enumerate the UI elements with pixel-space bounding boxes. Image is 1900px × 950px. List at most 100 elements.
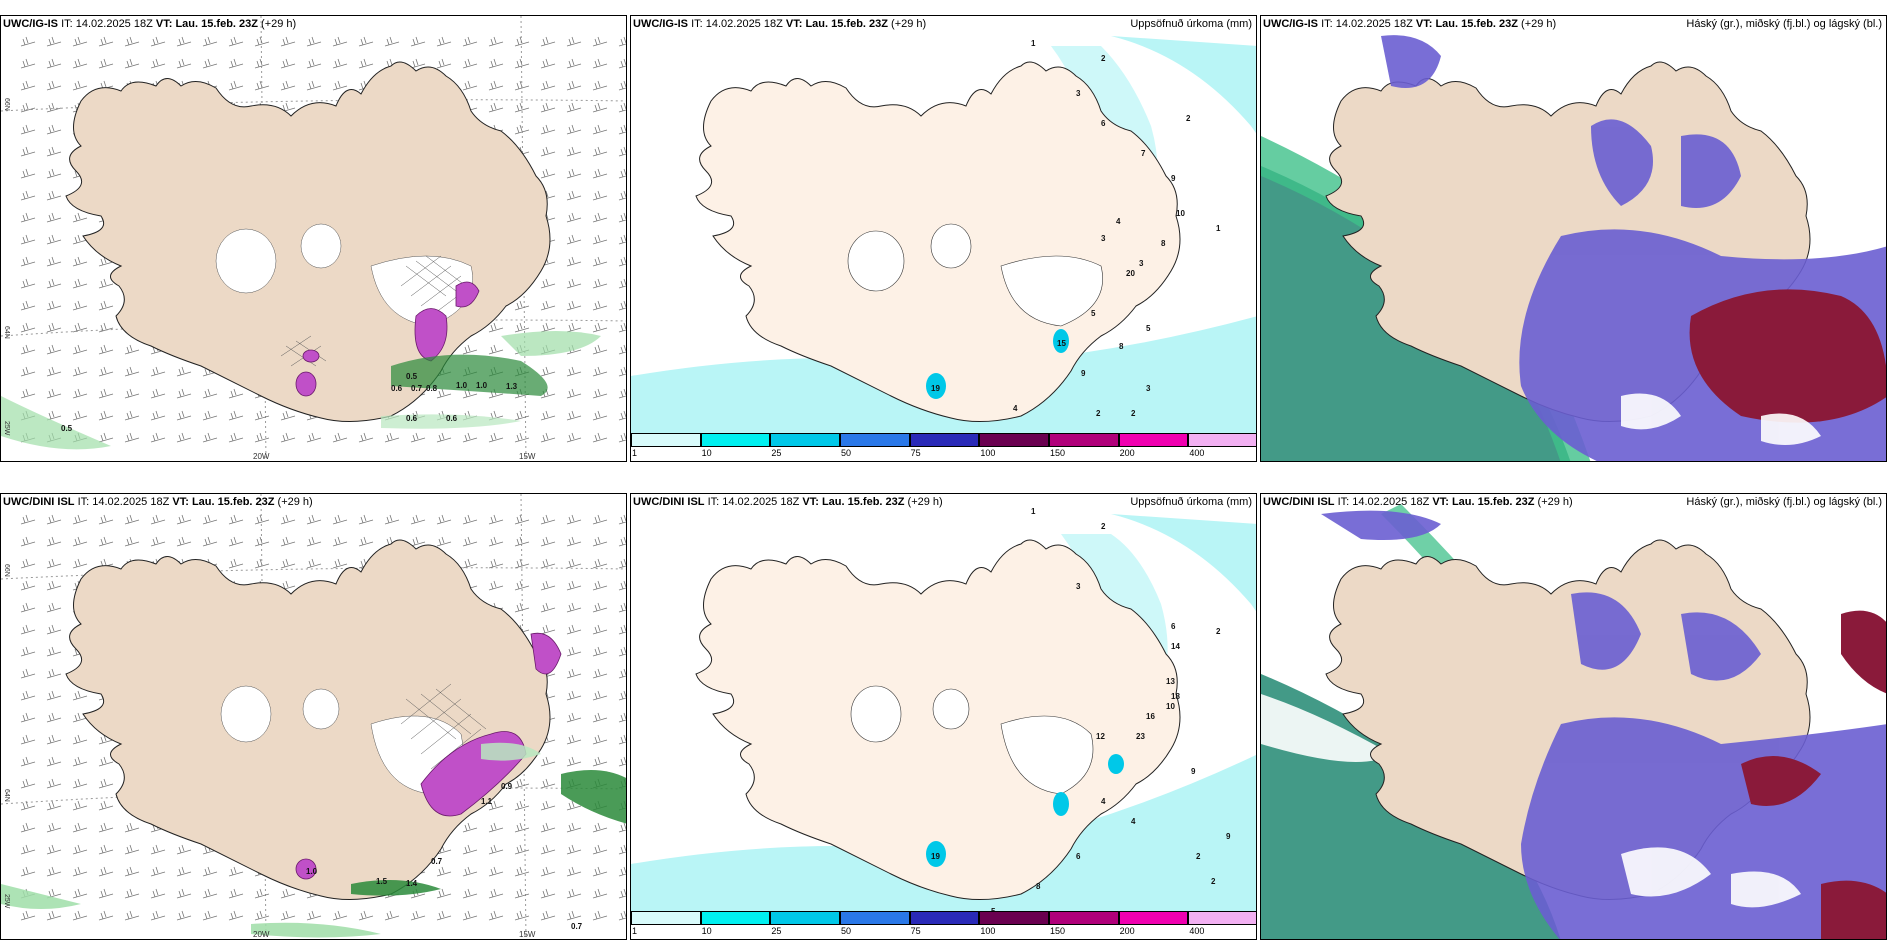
wind-barb — [488, 800, 504, 811]
wind-barb — [72, 514, 88, 525]
wind-barb — [46, 168, 62, 179]
wind-barb — [540, 602, 556, 613]
colorbar-segment — [909, 433, 980, 447]
wind-barb — [72, 800, 88, 811]
wind-barb — [20, 602, 36, 613]
wind-barb — [514, 558, 530, 569]
wind-barb — [254, 536, 270, 547]
wind-barb — [280, 36, 296, 47]
wind-barb — [566, 822, 582, 833]
wind-barb — [566, 734, 582, 745]
wind-barb — [98, 366, 114, 377]
precip-peaks — [926, 754, 1124, 867]
wind-barb — [46, 410, 62, 421]
svg-text:1.4: 1.4 — [406, 879, 418, 888]
wind-barb — [98, 536, 114, 547]
wind-barb — [592, 580, 608, 591]
wind-barb — [176, 366, 192, 377]
wind-barb — [46, 212, 62, 223]
wind-barb — [124, 844, 140, 855]
wind-barb — [514, 778, 530, 789]
wind-barb — [20, 558, 36, 569]
wind-barb — [72, 36, 88, 47]
wind-barb — [488, 910, 504, 921]
wind-barb — [332, 910, 348, 921]
wind-barb — [592, 624, 608, 635]
wind-barb — [540, 536, 556, 547]
wind-barb — [46, 234, 62, 245]
wind-barb — [46, 778, 62, 789]
wind-barb — [592, 558, 608, 569]
wind-barb — [462, 866, 478, 877]
wind-barb — [592, 344, 608, 355]
wind-barb — [540, 124, 556, 135]
wind-barb — [98, 278, 114, 289]
lon-label-15w: 15W — [519, 452, 536, 461]
wind-barb — [540, 322, 556, 333]
wind-barb — [46, 580, 62, 591]
wind-barb — [202, 388, 218, 399]
lat-label-66n: 66N — [3, 564, 10, 577]
map-svg: 0.5 0.6 1.0 1.0 1.3 0.5 0.6 0.6 0.7 0.8 — [1, 16, 626, 461]
svg-text:6: 6 — [1101, 119, 1106, 128]
colorbar-segment — [770, 911, 840, 925]
wind-barb — [462, 822, 478, 833]
panel-header: UWC/IG-IS IT: 14.02.2025 18Z VT: Lau. 15… — [3, 18, 297, 30]
wind-barb — [46, 602, 62, 613]
wind-barb — [254, 910, 270, 921]
wind-barb — [618, 36, 626, 47]
wind-barb — [514, 580, 530, 591]
colorbar-tick: 10 — [701, 926, 712, 936]
wind-barb — [20, 58, 36, 69]
wind-barb — [202, 866, 218, 877]
wind-barb — [20, 146, 36, 157]
colorbar-tick: 1 — [632, 448, 638, 458]
colorbar-segment — [909, 911, 980, 925]
wind-barb — [592, 888, 608, 899]
wind-barb — [98, 344, 114, 355]
wind-barb — [618, 344, 626, 355]
map-svg: 0.9 1.1 0.7 1.4 1.5 0.7 1.0 — [1, 494, 626, 939]
wind-barb — [488, 888, 504, 899]
wind-barb — [280, 432, 296, 443]
wind-barb — [592, 124, 608, 135]
wind-barb — [72, 844, 88, 855]
wind-barb — [46, 536, 62, 547]
wind-barb — [332, 58, 348, 69]
wind-barb — [46, 124, 62, 135]
wind-barb — [540, 366, 556, 377]
svg-text:8: 8 — [1119, 342, 1124, 351]
wind-barb — [98, 800, 114, 811]
colorbar-segment — [1118, 433, 1189, 447]
wind-barb — [72, 690, 88, 701]
wind-barb — [254, 58, 270, 69]
wind-barb — [592, 168, 608, 179]
wind-barb — [20, 536, 36, 547]
wind-barb — [228, 514, 244, 525]
wind-barb — [358, 58, 374, 69]
wind-barb — [72, 366, 88, 377]
wind-barb — [124, 36, 140, 47]
snow-areas — [215, 223, 473, 327]
wind-barb — [72, 558, 88, 569]
wind-barb — [72, 822, 88, 833]
wind-barb — [98, 734, 114, 745]
wind-barb — [46, 344, 62, 355]
panel-precip-igis: UWC/IG-IS IT: 14.02.2025 18Z VT: Lau. 15… — [630, 15, 1257, 462]
wind-barb — [176, 844, 192, 855]
wind-barb — [618, 910, 626, 921]
wind-barb — [592, 410, 608, 421]
wind-barb — [514, 58, 530, 69]
wind-barb — [280, 58, 296, 69]
wind-barb — [72, 344, 88, 355]
lon-label-25w: 25W — [3, 894, 10, 909]
lat-label-66n: 66N — [3, 98, 10, 111]
wind-barb — [72, 866, 88, 877]
wind-barb — [618, 514, 626, 525]
wind-barb — [46, 712, 62, 723]
wind-barb — [46, 756, 62, 767]
wind-barb — [20, 278, 36, 289]
snow-areas — [850, 685, 1094, 795]
svg-text:1.5: 1.5 — [376, 877, 388, 886]
svg-text:1.0: 1.0 — [456, 381, 468, 390]
